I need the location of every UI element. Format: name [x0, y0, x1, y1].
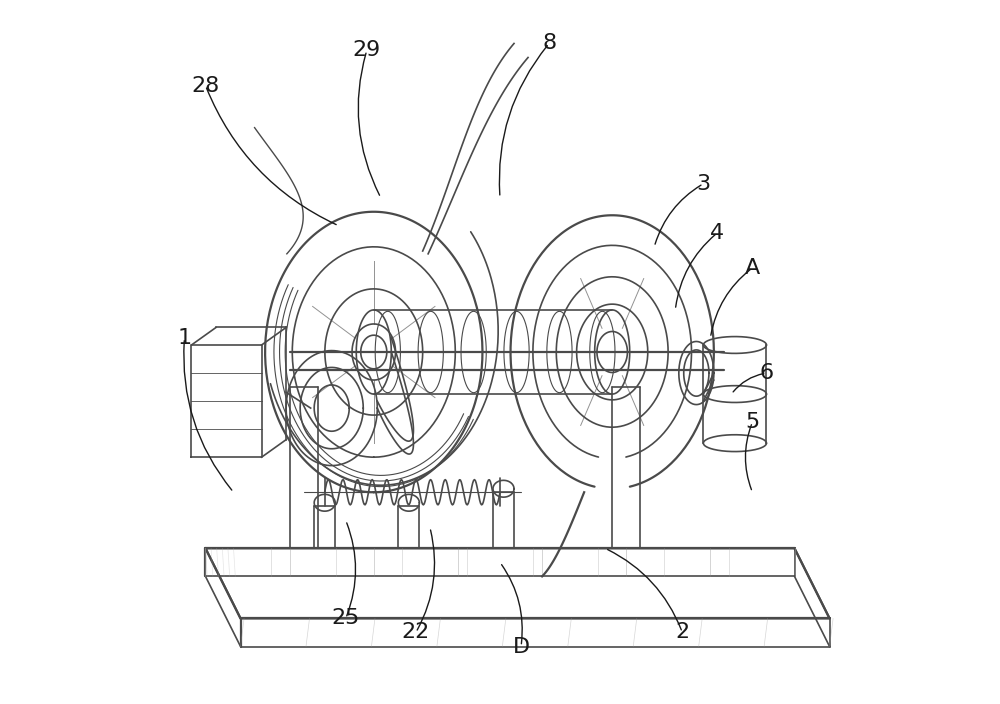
Text: 6: 6	[759, 363, 774, 383]
Text: 2: 2	[675, 622, 689, 643]
Text: 25: 25	[332, 608, 360, 629]
Text: 28: 28	[191, 75, 220, 96]
Text: A: A	[745, 258, 760, 278]
Text: 8: 8	[542, 34, 556, 54]
Text: 5: 5	[745, 412, 760, 432]
Text: 3: 3	[696, 174, 710, 194]
Text: 29: 29	[353, 40, 381, 61]
Text: 1: 1	[177, 328, 192, 348]
Text: 4: 4	[710, 222, 724, 243]
Text: D: D	[512, 636, 530, 657]
Text: 22: 22	[402, 622, 430, 643]
